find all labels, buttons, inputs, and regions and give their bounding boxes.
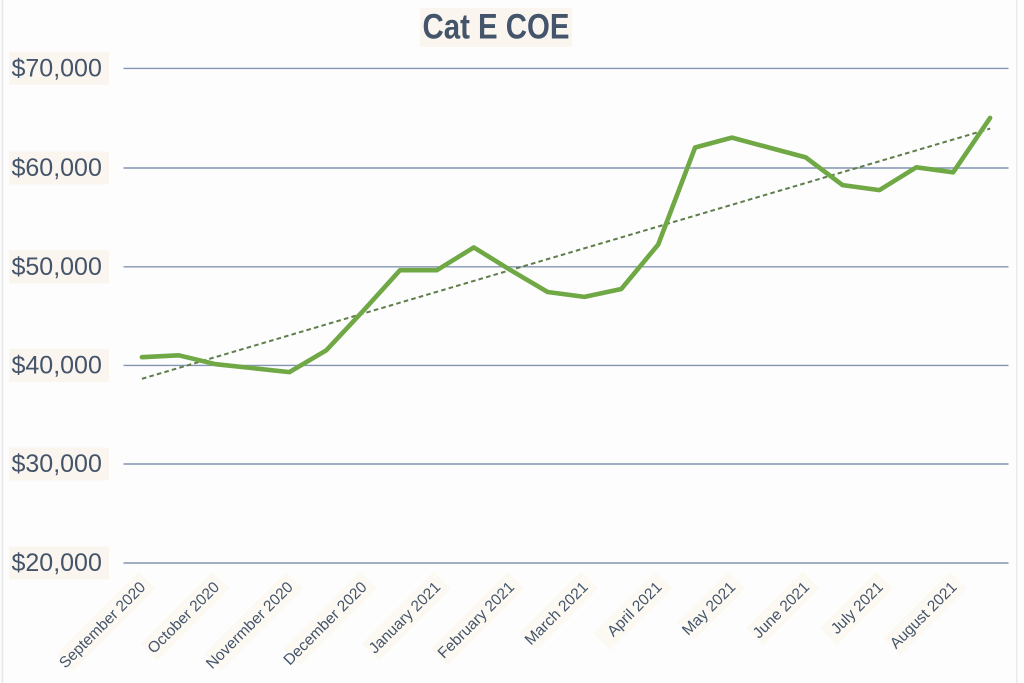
- svg-text:June 2021: June 2021: [750, 579, 813, 642]
- svg-text:August 2021: August 2021: [887, 579, 961, 653]
- svg-text:$40,000: $40,000: [12, 352, 102, 380]
- svg-text:$60,000: $60,000: [12, 154, 102, 182]
- svg-text:September 2020: September 2020: [56, 579, 149, 672]
- svg-text:October 2020: October 2020: [145, 579, 224, 658]
- svg-text:$70,000: $70,000: [12, 55, 102, 83]
- svg-text:March 2021: March 2021: [522, 579, 592, 649]
- svg-text:April 2021: April 2021: [604, 579, 665, 640]
- svg-text:Cat E COE: Cat E COE: [422, 7, 569, 46]
- svg-text:$30,000: $30,000: [12, 450, 102, 478]
- svg-text:May 2021: May 2021: [679, 579, 739, 639]
- svg-text:January 2021: January 2021: [366, 579, 444, 657]
- svg-text:$20,000: $20,000: [12, 549, 102, 577]
- svg-text:July 2021: July 2021: [828, 579, 887, 638]
- svg-text:$50,000: $50,000: [12, 253, 102, 281]
